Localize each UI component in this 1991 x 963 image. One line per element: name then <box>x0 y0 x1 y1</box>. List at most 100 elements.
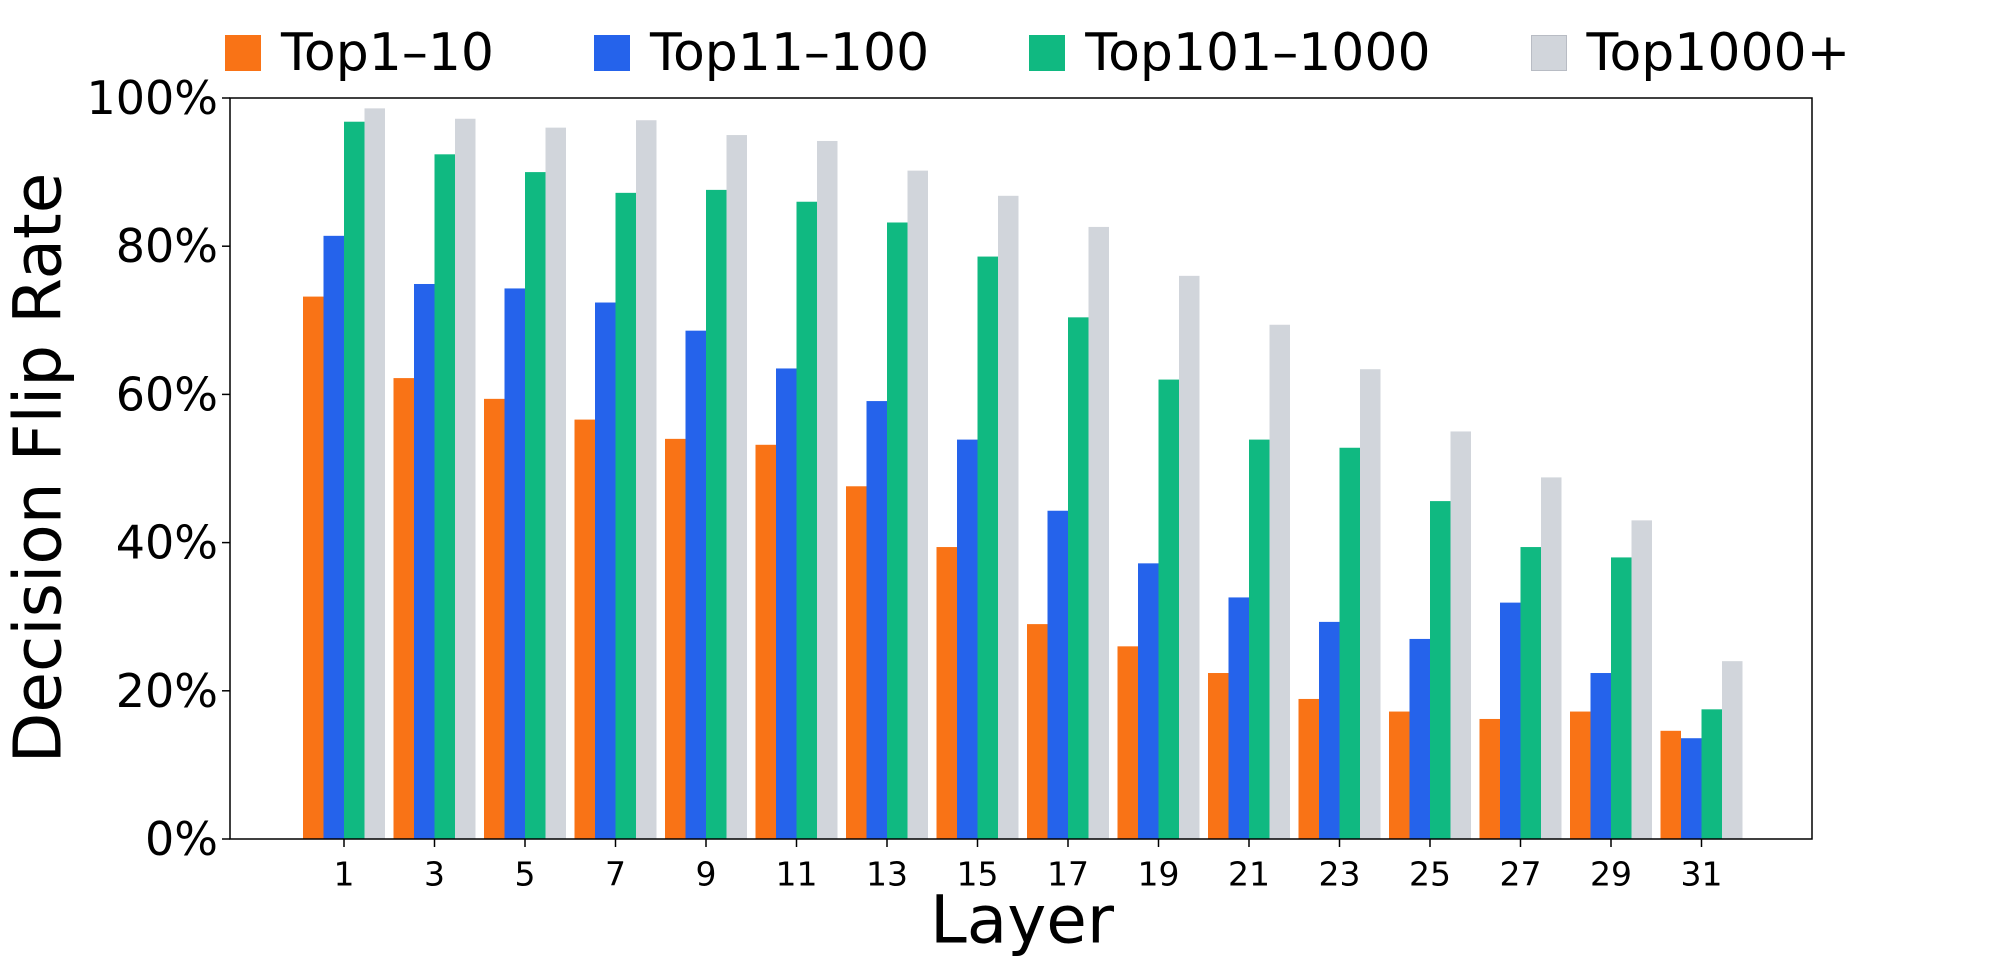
bar-top1-10-layer-17 <box>1027 624 1048 839</box>
bar-top1000--layer-17 <box>1088 226 1109 839</box>
bar-top1000--layer-9 <box>726 135 747 840</box>
bar-top1-10-layer-29 <box>1570 711 1591 839</box>
bar-top1-10-layer-5 <box>484 398 505 839</box>
bars-group <box>303 108 1743 840</box>
y-tick-label: 40% <box>116 516 218 570</box>
bar-top101-1000-layer-15 <box>977 256 998 839</box>
bar-top11-100-layer-1 <box>323 235 344 839</box>
bar-top101-1000-layer-7 <box>615 192 636 840</box>
legend-swatch <box>1530 35 1567 71</box>
legend-item-top11-100: Top11–100 <box>594 23 929 83</box>
bar-top101-1000-layer-25 <box>1430 501 1451 839</box>
bar-top1-10-layer-3 <box>393 378 414 839</box>
bar-top1000--layer-13 <box>907 170 928 839</box>
bar-top101-1000-layer-23 <box>1339 447 1360 839</box>
bar-top1-10-layer-1 <box>303 296 324 840</box>
x-axis: 1 3 5 7 9 11 13 15 17 19 21 23 25 27 29 31 <box>334 839 1723 894</box>
y-tick-label: 20% <box>116 664 218 718</box>
bar-top11-100-layer-7 <box>595 302 616 839</box>
bar-top1-10-layer-15 <box>936 547 957 839</box>
bar-top11-100-layer-19 <box>1138 563 1159 839</box>
x-tick-label: 11 <box>776 855 818 894</box>
bar-top1-10-layer-31 <box>1660 730 1681 839</box>
bar-top101-1000-layer-5 <box>525 172 546 840</box>
y-tick-label: 0% <box>145 812 218 866</box>
bar-top101-1000-layer-9 <box>706 189 727 839</box>
legend-label: Top1000+ <box>1586 23 1851 83</box>
bar-top11-100-layer-27 <box>1500 602 1521 839</box>
y-axis-title: Decision Flip Rate <box>0 172 77 764</box>
x-tick-label: 15 <box>957 855 999 894</box>
bar-top11-100-layer-13 <box>866 401 887 839</box>
x-tick-label: 29 <box>1590 855 1632 894</box>
x-tick-label: 17 <box>1047 855 1089 894</box>
legend-label: Top101–1000 <box>1085 23 1431 83</box>
bar-top1000--layer-1 <box>364 108 385 840</box>
bar-top11-100-layer-17 <box>1047 510 1068 839</box>
x-tick-label: 25 <box>1409 855 1451 894</box>
legend-label: Top11–100 <box>650 23 930 83</box>
plot-area-frame <box>229 97 1813 840</box>
x-tick-label: 21 <box>1228 855 1270 894</box>
y-tick-label: 80% <box>116 219 218 273</box>
legend-swatch <box>1029 35 1066 71</box>
bar-top1-10-layer-21 <box>1208 673 1229 839</box>
legend-item-top101-1000: Top101–1000 <box>1029 23 1431 83</box>
bar-top1000--layer-15 <box>998 195 1019 839</box>
bar-top1000--layer-3 <box>455 118 476 839</box>
bar-top1-10-layer-13 <box>846 486 867 839</box>
bar-top101-1000-layer-31 <box>1701 709 1722 839</box>
legend-item-top1000plus: Top1000+ <box>1530 23 1851 83</box>
y-tick-label: 60% <box>116 367 218 421</box>
bar-top1000--layer-25 <box>1450 431 1471 839</box>
x-tick-label: 3 <box>424 855 445 894</box>
bar-top101-1000-layer-29 <box>1611 557 1632 839</box>
legend-label: Top1–10 <box>281 23 495 83</box>
bar-top1000--layer-23 <box>1360 369 1381 839</box>
bar-top1000--layer-5 <box>545 127 566 839</box>
bar-top101-1000-layer-21 <box>1249 439 1270 839</box>
x-tick-label: 5 <box>515 855 536 894</box>
bar-top1-10-layer-23 <box>1298 698 1319 839</box>
x-tick-label: 31 <box>1681 855 1723 894</box>
x-tick-label: 9 <box>696 855 717 894</box>
bar-top11-100-layer-9 <box>685 330 706 839</box>
x-tick-label: 23 <box>1319 855 1361 894</box>
bar-top1-10-layer-7 <box>574 419 595 839</box>
legend-item-top1-10: Top1–10 <box>225 23 494 83</box>
bar-top101-1000-layer-3 <box>434 154 455 839</box>
bar-top11-100-layer-23 <box>1319 621 1340 839</box>
y-tick-label: 100% <box>86 71 218 125</box>
bar-top11-100-layer-5 <box>504 288 525 839</box>
x-tick-label: 19 <box>1138 855 1180 894</box>
bar-top1000--layer-11 <box>817 140 838 840</box>
x-tick-label: 1 <box>334 855 355 894</box>
bar-top1000--layer-7 <box>636 120 657 840</box>
bar-top11-100-layer-21 <box>1228 597 1249 839</box>
bar-top1000--layer-29 <box>1631 520 1652 839</box>
bar-top11-100-layer-31 <box>1681 738 1702 839</box>
bar-top11-100-layer-25 <box>1409 638 1430 839</box>
bar-top1000--layer-19 <box>1179 275 1200 840</box>
bar-top101-1000-layer-1 <box>344 121 365 839</box>
legend: Top1–10 Top11–100 Top101–1000 Top1000+ <box>225 18 1850 88</box>
bar-top11-100-layer-15 <box>957 439 978 839</box>
bar-top11-100-layer-3 <box>414 283 435 839</box>
legend-swatch <box>225 35 261 71</box>
bar-top101-1000-layer-11 <box>796 201 817 840</box>
x-tick-label: 27 <box>1500 855 1542 894</box>
y-axis: 0% 20% 40% 60% 80% 100% <box>86 71 230 866</box>
bar-top101-1000-layer-13 <box>887 222 908 840</box>
bar-top1000--layer-21 <box>1269 324 1290 839</box>
legend-swatch <box>594 35 631 71</box>
bar-top11-100-layer-29 <box>1590 673 1611 839</box>
bar-top1-10-layer-27 <box>1479 718 1500 839</box>
x-axis-title: Layer <box>929 881 1115 959</box>
bar-top1000--layer-27 <box>1541 477 1562 839</box>
bar-top101-1000-layer-19 <box>1158 379 1179 839</box>
bar-top11-100-layer-11 <box>776 368 797 839</box>
bar-top1-10-layer-9 <box>665 438 686 839</box>
bar-top101-1000-layer-27 <box>1520 547 1541 839</box>
bar-top1-10-layer-11 <box>755 444 776 839</box>
